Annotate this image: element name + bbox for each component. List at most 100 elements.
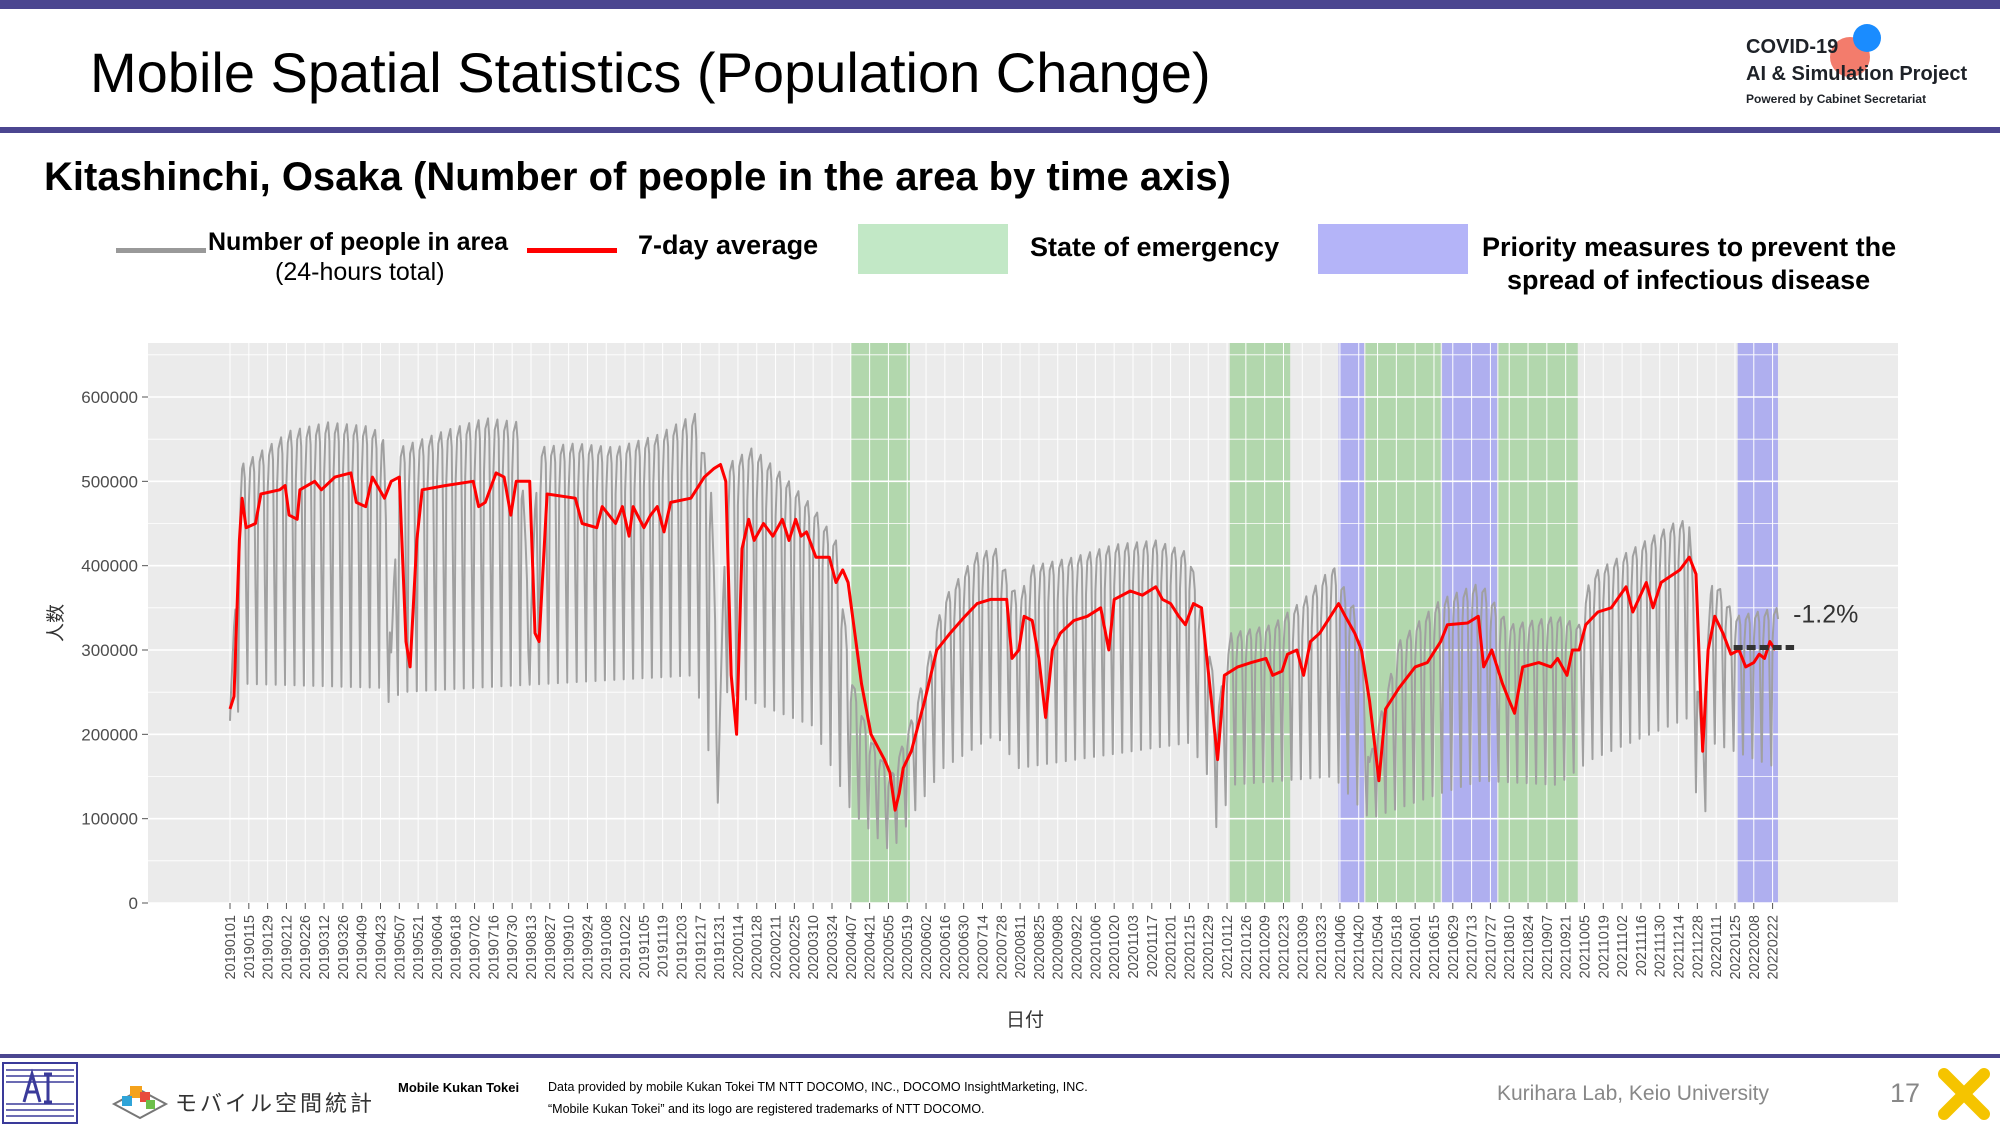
x-tick-label: 20211130 [1653,915,1669,977]
x-tick-label: 20200505 [881,915,897,980]
legend-priority-swatch [1318,224,1468,274]
x-tick-label: 20190702 [468,915,484,980]
x-axis: 20190101 20190115 20190129 20190212 20190226… [223,903,1782,980]
x-tick-label: 20200114 [731,915,747,978]
y-axis-label: 人数 [45,604,67,642]
x-tick-label: 20190730 [505,915,521,980]
legend-average-swatch [527,248,617,253]
x-tick-label: 20190326 [336,915,352,980]
x-tick-label: 20190813 [524,915,540,980]
mkt-logo-text: モバイル空間統計 [175,1091,376,1116]
data-credit-line-1: Data provided by mobile Kukan Tokei TM N… [548,1080,1088,1094]
x-tick-label: 20211214 [1672,915,1688,978]
y-tick-label: 100000 [81,810,138,829]
lab-name: Kurihara Lab, Keio University [1497,1082,1769,1105]
x-tick-label: 20201006 [1088,915,1104,980]
x-tick-label: 20210518 [1389,915,1405,980]
legend-priority-label-1: Priority measures to prevent the [1482,232,1897,262]
priority-band [1737,343,1778,903]
legend-daily-swatch [116,248,206,253]
x-tick-label: 20210824 [1521,915,1537,980]
reference-line: -1.2% [1733,601,1858,650]
x-tick-label: 20220208 [1747,915,1763,980]
x-tick-label: 20211116 [1634,915,1650,976]
x-tick-label: 20200728 [994,915,1010,980]
x-tick-label: 20201229 [1201,915,1217,980]
average-series [228,463,1777,812]
page-number: 17 [1890,1078,1921,1108]
legend-emergency-swatch [858,224,1008,274]
x-tick-label: 20191231 [712,915,728,980]
x-tick-label: 20211005 [1577,915,1593,978]
x-tick-label: 20200714 [975,915,991,980]
x-tick-label: 20191022 [618,915,634,980]
x-tick-label: 20210126 [1239,915,1255,980]
legend-priority-label-2: spread of infectious disease [1507,265,1871,295]
x-tick-label: 20190101 [223,915,239,980]
x-tick-label: 20210223 [1276,915,1292,980]
population-chart: -1.2% 0 100000 200000 300000 400000 500000 600… [45,343,1898,1031]
x-tick-label: 20201201 [1164,915,1180,980]
seven-day-average-line [228,463,1777,812]
y-tick-label: 400000 [81,557,138,576]
x-tick-label: 20200211 [769,915,785,978]
x-tick-label: 20200310 [806,915,822,980]
x-tick-label: 20190716 [486,915,502,980]
x-tick-label: 20190409 [355,915,371,980]
x-tick-label: 20201103 [1126,915,1142,978]
x-tick-label: 20210907 [1540,915,1556,980]
x-tick-label: 20191119 [656,915,672,977]
x-tick-label: 20201215 [1182,915,1198,980]
x-tick-label: 20210309 [1295,915,1311,980]
legend-average-label: 7-day average [638,230,819,260]
slide-title: Mobile Spatial Statistics (Population Ch… [90,41,1211,104]
x-tick-label: 20200630 [957,915,973,980]
y-tick-label: 200000 [81,725,138,744]
x-tick-label: 20190924 [580,915,596,980]
emergency-band [850,343,910,903]
x-tick-label: 20210112 [1220,915,1236,978]
emergency-band [1229,343,1291,903]
emergency-band [1498,343,1578,903]
x-tick-label: 20211019 [1596,915,1612,978]
data-credit-line-2: “Mobile Kukan Tokei” and its logo are re… [548,1102,985,1116]
logo-line-3: Powered by Cabinet Secretariat [1746,92,1927,106]
x-tick-label: 20190827 [543,915,559,980]
x-tick-label: 20190226 [298,915,314,980]
x-tick-label: 20190521 [411,915,427,980]
x-tick-label: 20200225 [787,915,803,980]
x-tick-label: 20200811 [1013,915,1029,978]
x-tick-label: 20201020 [1107,915,1123,980]
x-tick-label: 20200128 [750,915,766,980]
legend-daily-label: Number of people in area [208,228,509,256]
x-tick-label: 20200908 [1051,915,1067,980]
legend-emergency-label: State of emergency [1030,232,1280,262]
x-tick-label: 20210420 [1352,915,1368,980]
chart-title: Kitashinchi, Osaka (Number of people in … [44,155,1231,199]
keio-lab-logo [2,1062,78,1124]
x-tick-label: 20190618 [449,915,465,980]
x-tick-label: 20200602 [919,915,935,980]
x-tick-label: 20190604 [430,915,446,980]
x-tick-label: 20190312 [317,915,333,980]
logo-line-1: COVID-19 [1746,36,1839,58]
top-accent-bar [0,0,2000,9]
x-tick-label: 20191217 [693,915,709,980]
x-tick-label: 20191105 [637,915,653,978]
x-tick-label: 20210727 [1483,915,1499,980]
change-annotation: -1.2% [1793,601,1858,629]
x-tick-label: 20220222 [1766,915,1782,980]
x-tick-label: 20190212 [279,915,295,980]
x-tick-label: 20210810 [1502,915,1518,980]
x-axis-label: 日付 [1006,1009,1044,1031]
x-tick-label: 20200421 [863,915,879,980]
x-tick-label: 20220125 [1728,915,1744,980]
logo-line-2: AI & Simulation Project [1746,63,1968,85]
x-tick-label: 20211228 [1690,915,1706,978]
daily-people-line [229,412,1779,850]
mkt-label: Mobile Kukan Tokei [398,1080,520,1095]
y-axis: 0 100000 200000 300000 400000 500000 600000 [81,388,148,913]
x-tick-label: 20200519 [900,915,916,980]
y-tick-label: 500000 [81,472,138,491]
x-tick-label: 20210323 [1314,915,1330,980]
